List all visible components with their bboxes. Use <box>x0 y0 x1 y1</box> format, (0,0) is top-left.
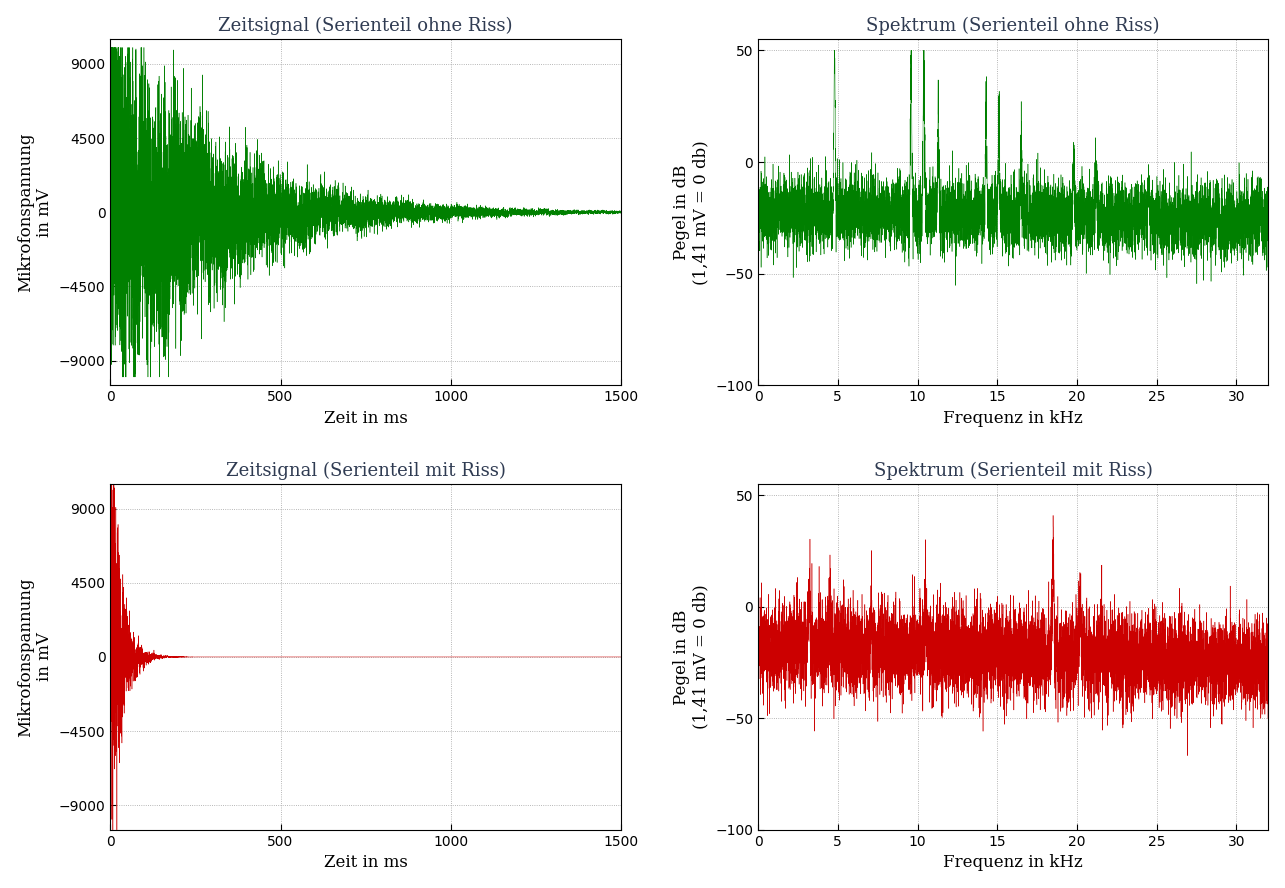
Y-axis label: Mikrofonspannung
in mV: Mikrofonspannung in mV <box>17 132 53 292</box>
Title: Zeitsignal (Serienteil mit Riss): Zeitsignal (Serienteil mit Riss) <box>226 462 505 480</box>
Title: Zeitsignal (Serienteil ohne Riss): Zeitsignal (Serienteil ohne Riss) <box>218 17 513 35</box>
Y-axis label: Pegel in dB
(1,41 mV = 0 db): Pegel in dB (1,41 mV = 0 db) <box>673 584 709 729</box>
Title: Spektrum (Serienteil mit Riss): Spektrum (Serienteil mit Riss) <box>874 462 1153 480</box>
X-axis label: Frequenz in kHz: Frequenz in kHz <box>943 854 1083 871</box>
Y-axis label: Pegel in dB
(1,41 mV = 0 db): Pegel in dB (1,41 mV = 0 db) <box>673 140 709 285</box>
X-axis label: Frequenz in kHz: Frequenz in kHz <box>943 409 1083 426</box>
X-axis label: Zeit in ms: Zeit in ms <box>324 409 407 426</box>
X-axis label: Zeit in ms: Zeit in ms <box>324 854 407 871</box>
Title: Spektrum (Serienteil ohne Riss): Spektrum (Serienteil ohne Riss) <box>866 17 1160 35</box>
Y-axis label: Mikrofonspannung
in mV: Mikrofonspannung in mV <box>17 577 53 737</box>
